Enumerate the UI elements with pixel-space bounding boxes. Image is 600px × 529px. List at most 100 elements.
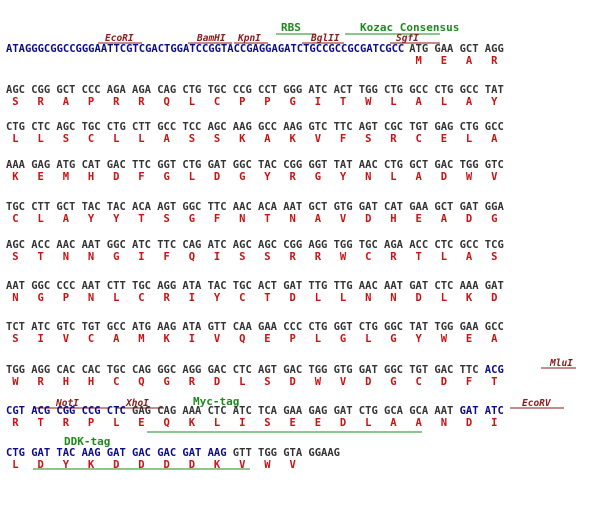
amino-acid: V <box>491 171 498 183</box>
codon: CTG <box>434 84 453 96</box>
codon: ATC <box>208 239 227 251</box>
amino-acid: D <box>214 171 220 183</box>
codon: ACC <box>409 239 428 251</box>
codon: CTC <box>233 364 252 376</box>
amino-acid: F <box>340 133 346 145</box>
codon: AAG <box>208 447 227 459</box>
amino-acid: R <box>290 171 297 183</box>
codon: TTC <box>157 239 176 251</box>
amino-acid: R <box>113 96 120 108</box>
codon: CTG <box>359 405 378 417</box>
amino-acid: R <box>63 417 70 429</box>
amino-acid: K <box>12 171 19 183</box>
amino-acid: Q <box>164 417 170 429</box>
amino-acid: T <box>340 96 346 108</box>
codon: GTT <box>208 321 227 333</box>
amino-acid: S <box>264 376 270 388</box>
amino-acid: D <box>164 459 170 471</box>
amino-acid: I <box>189 292 195 304</box>
amino-acid: P <box>63 292 69 304</box>
codon: GAG <box>31 159 50 171</box>
codon: TAT <box>409 321 428 333</box>
codon: GCT <box>460 43 479 55</box>
amino-acid: L <box>441 292 447 304</box>
codon: ATG <box>132 321 151 333</box>
codon: GTT <box>233 447 252 459</box>
codon: ATA <box>182 280 202 292</box>
codon: GGA <box>485 201 505 213</box>
amino-acid: N <box>290 213 296 225</box>
codon: TGG <box>6 364 25 376</box>
amino-acid: Y <box>214 292 221 304</box>
amino-acid: D <box>365 376 371 388</box>
amino-acid: V <box>214 333 221 345</box>
codon: AAT <box>82 239 101 251</box>
amino-acid: L <box>189 96 195 108</box>
amino-acid: H <box>88 376 94 388</box>
amino-acid: D <box>340 417 346 429</box>
codon: GAC <box>157 447 176 459</box>
codon: TAC <box>82 201 101 213</box>
codon: GAG <box>132 405 151 417</box>
amino-acid: L <box>441 251 447 263</box>
codon: AGT <box>359 121 378 133</box>
amino-acid: H <box>63 376 69 388</box>
codon: GAT <box>107 447 126 459</box>
amino-acid: S <box>491 251 497 263</box>
site-label-mlui: MluI <box>549 358 573 369</box>
amino-acid: L <box>38 213 44 225</box>
amino-acid: D <box>466 417 472 429</box>
amino-acid: D <box>189 459 195 471</box>
amino-acid: L <box>441 96 447 108</box>
amino-acid: I <box>315 96 321 108</box>
amino-acid: M <box>416 55 422 67</box>
codon: CTT <box>107 280 126 292</box>
codon: GGAAG <box>308 447 340 459</box>
amino-acid: Q <box>164 96 170 108</box>
codon: AGG <box>182 364 201 376</box>
codon: GAC <box>208 364 227 376</box>
codon: TCG <box>485 239 504 251</box>
amino-acid: D <box>441 376 447 388</box>
amino-acid: W <box>340 251 347 263</box>
amino-acid: E <box>290 417 296 429</box>
codon: AGC <box>208 121 227 133</box>
amino-acid: D <box>38 459 44 471</box>
codon: CTG <box>384 159 403 171</box>
amino-acid: G <box>340 333 346 345</box>
codon: TGT <box>82 321 101 333</box>
amino-acid: C <box>365 251 371 263</box>
amino-acid: N <box>441 417 447 429</box>
amino-acid: C <box>88 333 94 345</box>
codon: TTC <box>460 364 479 376</box>
codon: GGC <box>182 201 201 213</box>
codon: TGT <box>409 121 428 133</box>
amino-acid: G <box>38 292 44 304</box>
codon: TGT <box>409 364 428 376</box>
amino-acid: A <box>491 333 498 345</box>
amino-acid: V <box>63 333 70 345</box>
amino-acid: T <box>416 251 422 263</box>
codon: TGC <box>233 280 252 292</box>
amino-acid: A <box>390 417 397 429</box>
codon: ACC <box>31 239 50 251</box>
amino-acid: R <box>12 417 19 429</box>
amino-acid: R <box>138 96 145 108</box>
amino-acid: A <box>466 251 473 263</box>
codon: GCC <box>485 321 504 333</box>
amino-acid: D <box>416 292 422 304</box>
codon: TAT <box>485 84 504 96</box>
amino-acid: S <box>214 133 220 145</box>
amino-acid: L <box>365 333 371 345</box>
codon: TGG <box>460 159 479 171</box>
codon: GCC <box>485 121 504 133</box>
codon: GAA <box>460 321 480 333</box>
codon: GAT <box>460 405 479 417</box>
codon: CGC <box>384 121 403 133</box>
amino-acid: W <box>264 459 271 471</box>
amino-acid: N <box>239 213 245 225</box>
amino-acid: S <box>12 333 18 345</box>
codon: GAT <box>359 364 378 376</box>
amino-acid: D <box>113 171 119 183</box>
codon: TTC <box>208 201 227 213</box>
